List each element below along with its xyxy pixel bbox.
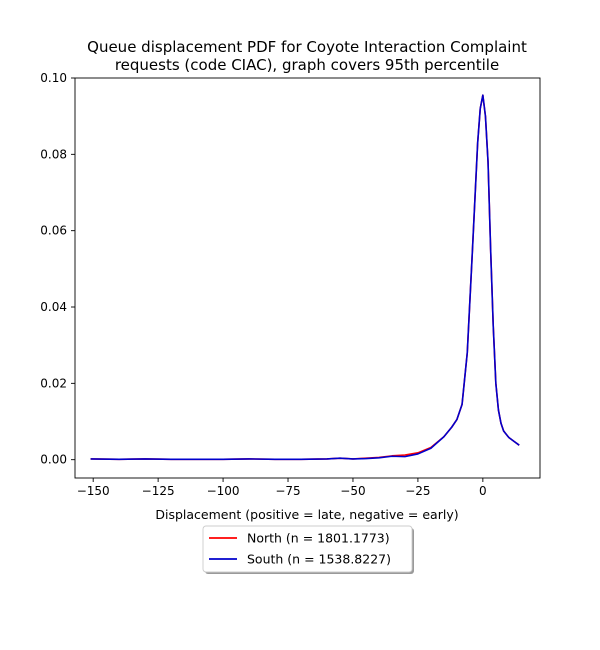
plot-area [74,77,541,479]
y-axis: 0.00 0.02 0.04 0.06 0.08 0.10 [40,71,75,467]
x-axis: −150 −125 −100 −75 −50 −25 0 [77,478,487,498]
x-tick-label: −125 [142,484,175,498]
x-tick-label: −25 [405,484,430,498]
series-line-south [90,94,520,461]
chart-title: Queue displacement PDF for Coyote Intera… [87,38,527,74]
plot-frame [74,77,541,479]
legend-label-north: North (n = 1801.1773) [247,531,390,546]
title-line-1: Queue displacement PDF for Coyote Intera… [87,38,527,56]
x-tick-label: 0 [479,484,487,498]
x-tick-label: −150 [77,484,110,498]
plot-background [75,78,540,478]
y-tick-label: 0.06 [40,224,67,238]
y-tick-label: 0.00 [40,453,67,467]
x-axis-label: Displacement (positive = late, negative … [155,507,458,522]
legend-label-south: South (n = 1538.8227) [247,552,391,567]
y-tick-label: 0.08 [40,147,67,161]
y-tick-label: 0.10 [40,71,67,85]
legend: North (n = 1801.1773) South (n = 1538.822… [202,525,414,574]
x-tick-label: −75 [275,484,300,498]
y-tick-label: 0.04 [40,300,67,314]
legend-box [202,525,413,573]
x-tick-label: −50 [340,484,365,498]
title-line-2: requests (code CIAC), graph covers 95th … [115,56,499,74]
x-tick-label: −100 [207,484,240,498]
y-tick-label: 0.02 [40,376,67,390]
